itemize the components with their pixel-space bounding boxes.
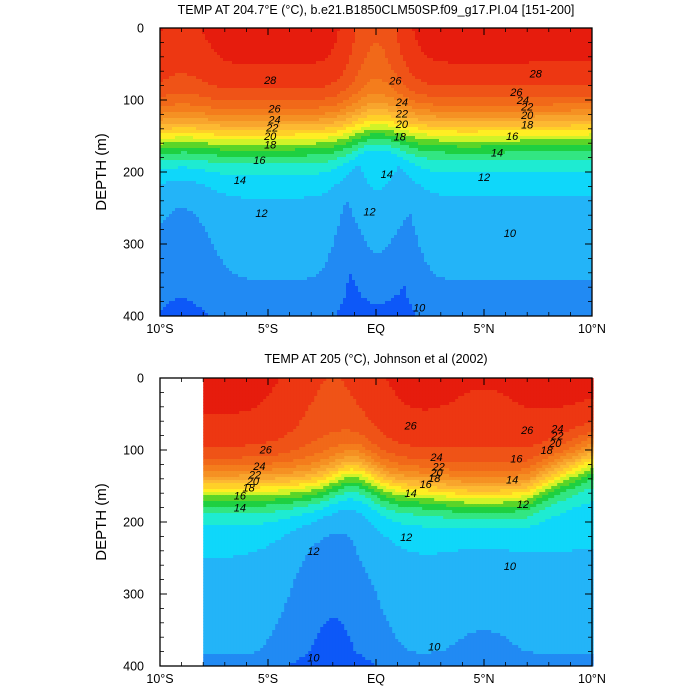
contour-label: 18 [264,140,277,152]
contour-label: 14 [234,175,246,187]
top-contour-panel: TEMP AT 204.7°E (°C), b.e21.B1850CLM50SP… [93,3,606,336]
top-plot-area [160,28,592,316]
x-tick-label: 10°N [578,672,606,686]
y-tick-label: 400 [123,310,144,324]
y-tick-label: 300 [123,238,144,252]
contour-label: 12 [517,499,529,511]
x-tick-label: 5°S [258,672,278,686]
bottom-plot-area [203,378,593,666]
contour-label: 10 [307,652,320,664]
y-tick-label: 200 [123,516,144,530]
y-tick-label: 300 [123,588,144,602]
contour-label: 10 [504,561,517,573]
x-tick-label: EQ [367,672,385,686]
contour-label: 12 [363,207,375,219]
contour-label: 14 [491,148,503,160]
top-y-axis-label: DEPTH (m) [93,133,110,211]
contour-label: 12 [255,208,267,220]
contour-label: 26 [259,444,273,456]
contour-label: 26 [403,421,417,433]
contour-label: 12 [400,532,412,544]
x-tick-label: 10°N [578,322,606,336]
x-tick-label: 5°N [474,672,495,686]
contour-label: 24 [395,97,408,109]
x-tick-label: 5°S [258,322,278,336]
x-tick-label: 10°S [146,322,173,336]
contour-label: 12 [307,546,319,558]
bottom-y-axis-label: DEPTH (m) [93,483,110,561]
y-tick-label: 100 [123,94,144,108]
y-tick-label: 200 [123,166,144,180]
y-tick-label: 0 [137,22,144,36]
y-tick-label: 100 [123,444,144,458]
y-tick-label: 400 [123,660,144,674]
contour-label: 18 [540,445,553,457]
x-tick-label: EQ [367,322,385,336]
contour-label: 16 [253,155,266,167]
top-panel-title: TEMP AT 204.7°E (°C), b.e21.B1850CLM50SP… [178,3,575,17]
contour-label: 18 [521,120,534,132]
contour-label: 16 [510,454,523,466]
contour-label: 14 [234,503,246,515]
contour-label: 16 [506,131,519,143]
contour-label: 18 [394,132,407,144]
contour-label: 10 [413,302,426,314]
contour-label: 10 [504,228,517,240]
contour-label: 26 [520,425,534,437]
contour-label: 16 [234,490,247,502]
contour-label: 14 [404,488,416,500]
contour-label: 28 [263,75,277,87]
contour-label: 26 [388,76,402,88]
y-tick-label: 0 [137,372,144,386]
contour-label: 10 [428,642,441,654]
bottom-panel-title: TEMP AT 205 (°C), Johnson et al (2002) [264,352,487,366]
contour-label: 14 [381,169,393,181]
x-tick-label: 5°N [474,322,495,336]
contour-label: 16 [420,479,433,491]
x-tick-label: 10°S [146,672,173,686]
contour-label: 20 [395,119,409,131]
contour-label: 12 [478,172,490,184]
contour-label: 14 [506,475,518,487]
contour-label: 28 [529,68,543,80]
